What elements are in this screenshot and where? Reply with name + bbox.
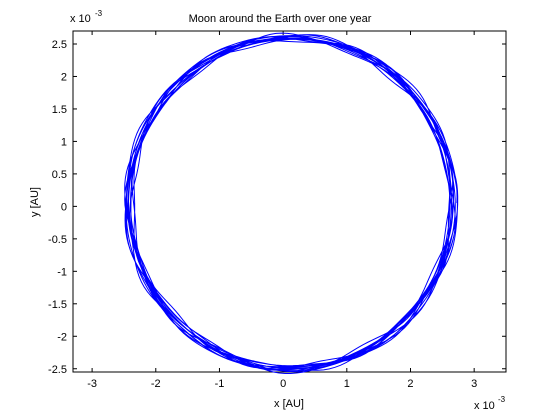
axis-ticks: -3 -2 -1 0 1 2 3 -2.5 -2 -1.5 -1 -0.5 0 0.5 1 1.5 2 2.5 xyxy=(48,31,506,390)
orbit-line xyxy=(124,32,459,374)
y-tick-label: 1 xyxy=(61,136,67,148)
y-tick-label: 2.5 xyxy=(52,39,67,51)
chart-title: Moon around the Earth over one year xyxy=(189,13,372,25)
y-tick-label: 1.5 xyxy=(52,104,67,116)
y-multiplier-exponent: -3 xyxy=(95,9,103,18)
x-tick-label: 2 xyxy=(407,378,413,390)
x-tick-label: 0 xyxy=(280,378,286,390)
series-layer xyxy=(124,32,459,374)
x-tick-label: 3 xyxy=(471,378,477,390)
y-tick-label: -1 xyxy=(57,266,67,278)
x-multiplier-text: x 10 xyxy=(474,400,495,412)
x-multiplier-exponent: -3 xyxy=(498,395,506,404)
x-tick-label: 1 xyxy=(344,378,350,390)
x-axis-label: x [AU] xyxy=(274,398,304,410)
plot-area xyxy=(72,30,507,373)
x-axis-multiplier: x 10 -3 xyxy=(474,395,506,412)
y-tick-label: -1.5 xyxy=(48,299,67,311)
y-tick-label: 2 xyxy=(61,71,67,83)
y-tick-label: 0 xyxy=(61,201,67,213)
y-tick-label: -0.5 xyxy=(48,234,67,246)
y-tick-label: -2 xyxy=(57,331,67,343)
x-tick-label: -1 xyxy=(215,378,225,390)
y-axis-label: y [AU] xyxy=(29,187,41,217)
y-multiplier-text: x 10 xyxy=(70,13,91,25)
y-tick-label: 0.5 xyxy=(52,169,67,181)
x-tick-label: -2 xyxy=(151,378,161,390)
y-tick-label: -2.5 xyxy=(48,364,67,376)
y-axis-multiplier: x 10 -3 xyxy=(70,9,103,25)
x-tick-label: -3 xyxy=(87,378,97,390)
